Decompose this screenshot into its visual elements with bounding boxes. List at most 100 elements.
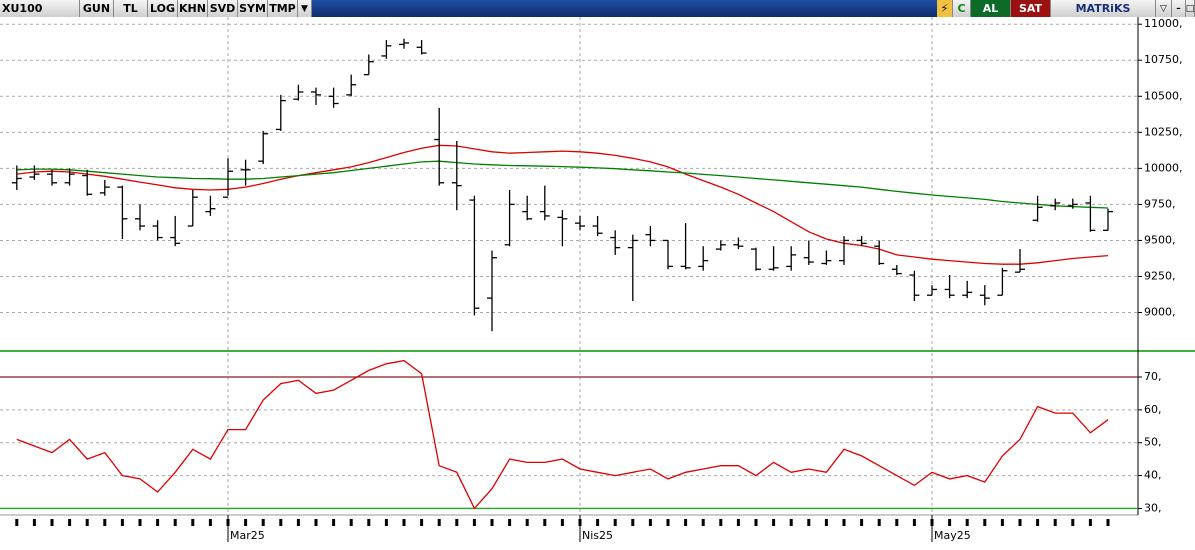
- y-tick-label: 60,: [1144, 403, 1162, 416]
- x-tick: [1000, 519, 1004, 526]
- x-tick: [596, 519, 600, 526]
- x-tick: [138, 519, 142, 526]
- y-tick-label: 10500,: [1144, 89, 1183, 102]
- x-tick: [983, 519, 987, 526]
- x-tick: [824, 519, 828, 526]
- x-tick: [349, 519, 353, 526]
- y-tick-label: 50,: [1144, 436, 1162, 449]
- x-tick: [666, 519, 670, 526]
- toolbar-button[interactable]: KHN: [178, 0, 208, 17]
- y-tick-label: 9250,: [1144, 269, 1176, 282]
- y-tick-label: 10000,: [1144, 161, 1183, 174]
- x-tick: [120, 519, 124, 526]
- x-tick: [631, 519, 635, 526]
- x-tick: [296, 519, 300, 526]
- window-button[interactable]: –: [1172, 0, 1186, 17]
- buy-button[interactable]: AL: [971, 0, 1011, 17]
- x-tick-label: Mar25: [230, 529, 265, 542]
- x-tick: [1036, 519, 1040, 526]
- y-tick-label: 40,: [1144, 469, 1162, 482]
- x-tick: [191, 519, 195, 526]
- x-tick: [895, 519, 899, 526]
- x-tick: [736, 519, 740, 526]
- c-button[interactable]: C: [953, 0, 971, 17]
- x-tick: [719, 519, 723, 526]
- x-tick: [50, 519, 54, 526]
- window-button[interactable]: ▽: [1156, 0, 1172, 17]
- y-tick-label: 10750,: [1144, 53, 1183, 66]
- x-tick: [613, 519, 617, 526]
- x-tick: [772, 519, 776, 526]
- x-tick: [85, 519, 89, 526]
- x-tick: [15, 519, 19, 526]
- x-tick: [103, 519, 107, 526]
- x-tick: [173, 519, 177, 526]
- x-tick: [156, 519, 160, 526]
- x-tick: [789, 519, 793, 526]
- y-tick-label: 70,: [1144, 370, 1162, 383]
- window-button[interactable]: □: [1186, 0, 1195, 17]
- x-tick: [367, 519, 371, 526]
- x-tick: [384, 519, 388, 526]
- symbol-box[interactable]: XU100: [0, 0, 80, 17]
- x-tick: [279, 519, 283, 526]
- dropdown[interactable]: ▼: [298, 0, 312, 17]
- x-tick: [314, 519, 318, 526]
- x-tick: [332, 519, 336, 526]
- x-tick: [684, 519, 688, 526]
- x-tick: [842, 519, 846, 526]
- toolbar-button[interactable]: SYM: [238, 0, 268, 17]
- x-tick: [648, 519, 652, 526]
- y-tick-label: 9000,: [1144, 306, 1176, 319]
- x-tick: [244, 519, 248, 526]
- y-tick-label: 30,: [1144, 501, 1162, 514]
- x-tick: [543, 519, 547, 526]
- x-tick: [1071, 519, 1075, 526]
- x-tick: [402, 519, 406, 526]
- x-tick: [948, 519, 952, 526]
- x-tick-label: May25: [934, 529, 971, 542]
- x-tick: [807, 519, 811, 526]
- x-tick: [508, 519, 512, 526]
- x-tick: [32, 519, 36, 526]
- x-tick-label: Nis25: [582, 529, 613, 542]
- x-tick: [912, 519, 916, 526]
- y-tick-label: 9750,: [1144, 197, 1176, 210]
- x-tick: [701, 519, 705, 526]
- x-tick: [1018, 519, 1022, 526]
- moving-average: [16, 144, 1109, 265]
- button-group: GUN TL LOG KHN SVD SYM TMP: [80, 0, 298, 17]
- y-tick-label: 10250,: [1144, 125, 1183, 138]
- toolbar: XU100 GUN TL LOG KHN SVD SYM TMP ▼ ⚡ C AL SAT …: [0, 0, 1195, 17]
- toolbar-button[interactable]: TMP: [268, 0, 298, 17]
- x-tick: [525, 519, 529, 526]
- icon[interactable]: ⚡: [937, 0, 953, 17]
- y-tick-label: 11000,: [1144, 17, 1183, 30]
- x-tick: [437, 519, 441, 526]
- x-tick: [261, 519, 265, 526]
- x-tick: [490, 519, 494, 526]
- x-tick: [860, 519, 864, 526]
- x-tick: [455, 519, 459, 526]
- x-tick: [208, 519, 212, 526]
- y-tick-label: 9500,: [1144, 233, 1176, 246]
- toolbar-button[interactable]: SVD: [208, 0, 238, 17]
- indicator-line: [16, 359, 1109, 510]
- x-tick: [420, 519, 424, 526]
- toolbar-button[interactable]: LOG: [148, 0, 178, 17]
- brand: MATRiKS: [1051, 0, 1156, 17]
- x-tick: [1053, 519, 1057, 526]
- x-tick: [1106, 519, 1110, 526]
- spacer: [312, 0, 937, 17]
- toolbar-button[interactable]: GUN: [80, 0, 114, 17]
- x-tick: [560, 519, 564, 526]
- toolbar-button[interactable]: TL: [114, 0, 148, 17]
- x-tick: [754, 519, 758, 526]
- x-tick: [965, 519, 969, 526]
- x-tick: [472, 519, 476, 526]
- x-tick: [1088, 519, 1092, 526]
- sell-button[interactable]: SAT: [1011, 0, 1051, 17]
- x-tick: [877, 519, 881, 526]
